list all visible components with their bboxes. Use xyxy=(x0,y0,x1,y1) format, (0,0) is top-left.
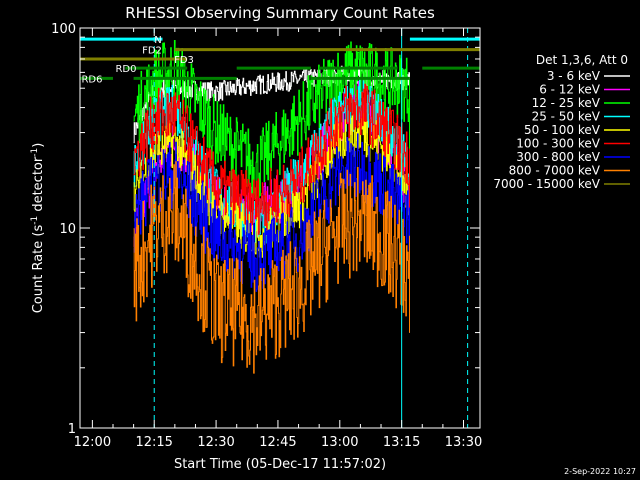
y-axis-label: Count Rate (s-1 detector-1) xyxy=(30,143,46,314)
footer-date: 2-Sep-2022 10:27 xyxy=(564,467,636,476)
flag-label: FD3 xyxy=(174,55,194,66)
data-traces xyxy=(133,40,410,374)
flag-label: FD2 xyxy=(142,46,162,57)
flag-bars xyxy=(80,37,480,80)
flag-label: RD6 xyxy=(81,74,102,85)
x-tick-label: 12:15 xyxy=(135,435,172,450)
x-axis-label: Start Time (05-Dec-17 11:57:02) xyxy=(174,457,386,472)
y-tick-label: 10 xyxy=(59,222,76,237)
legend-entry-label: 800 - 7000 keV xyxy=(509,164,601,178)
legend-entry-label: 50 - 100 keV xyxy=(524,123,601,137)
legend-entry-label: 300 - 800 keV xyxy=(516,150,600,164)
series-trace xyxy=(133,83,410,333)
legend-entry-label: 100 - 300 keV xyxy=(516,137,600,151)
flag-label: N xyxy=(154,35,161,46)
series-trace xyxy=(133,161,410,374)
legend-entry-label: 3 - 6 keV xyxy=(547,69,601,83)
y-axis: 1 10 100 xyxy=(51,22,480,437)
x-tick-label: 12:30 xyxy=(197,435,234,450)
y-tick-label: 100 xyxy=(51,22,76,37)
x-axis: 12:00 12:15 12:30 12:45 13:00 13:15 13:30 xyxy=(74,28,482,450)
legend-header: Det 1,3,6, Att 0 xyxy=(536,53,628,67)
legend-entry-label: 7000 - 15000 keV xyxy=(493,177,600,191)
series-trace xyxy=(133,133,410,333)
legend-entry-label: 12 - 25 keV xyxy=(532,96,601,110)
chart-title: RHESSI Observing Summary Count Rates xyxy=(125,4,435,22)
legend-entry-label: 6 - 12 keV xyxy=(539,83,601,97)
x-tick-label: 13:00 xyxy=(321,435,358,450)
x-tick-label: 12:45 xyxy=(259,435,296,450)
x-tick-label: 12:00 xyxy=(74,435,111,450)
legend-entry-label: 25 - 50 keV xyxy=(532,110,601,124)
y-tick-label: 1 xyxy=(68,422,76,437)
flag-label: RD0 xyxy=(115,64,136,75)
x-tick-label: 13:30 xyxy=(445,435,482,450)
x-tick-label: 13:15 xyxy=(383,435,420,450)
